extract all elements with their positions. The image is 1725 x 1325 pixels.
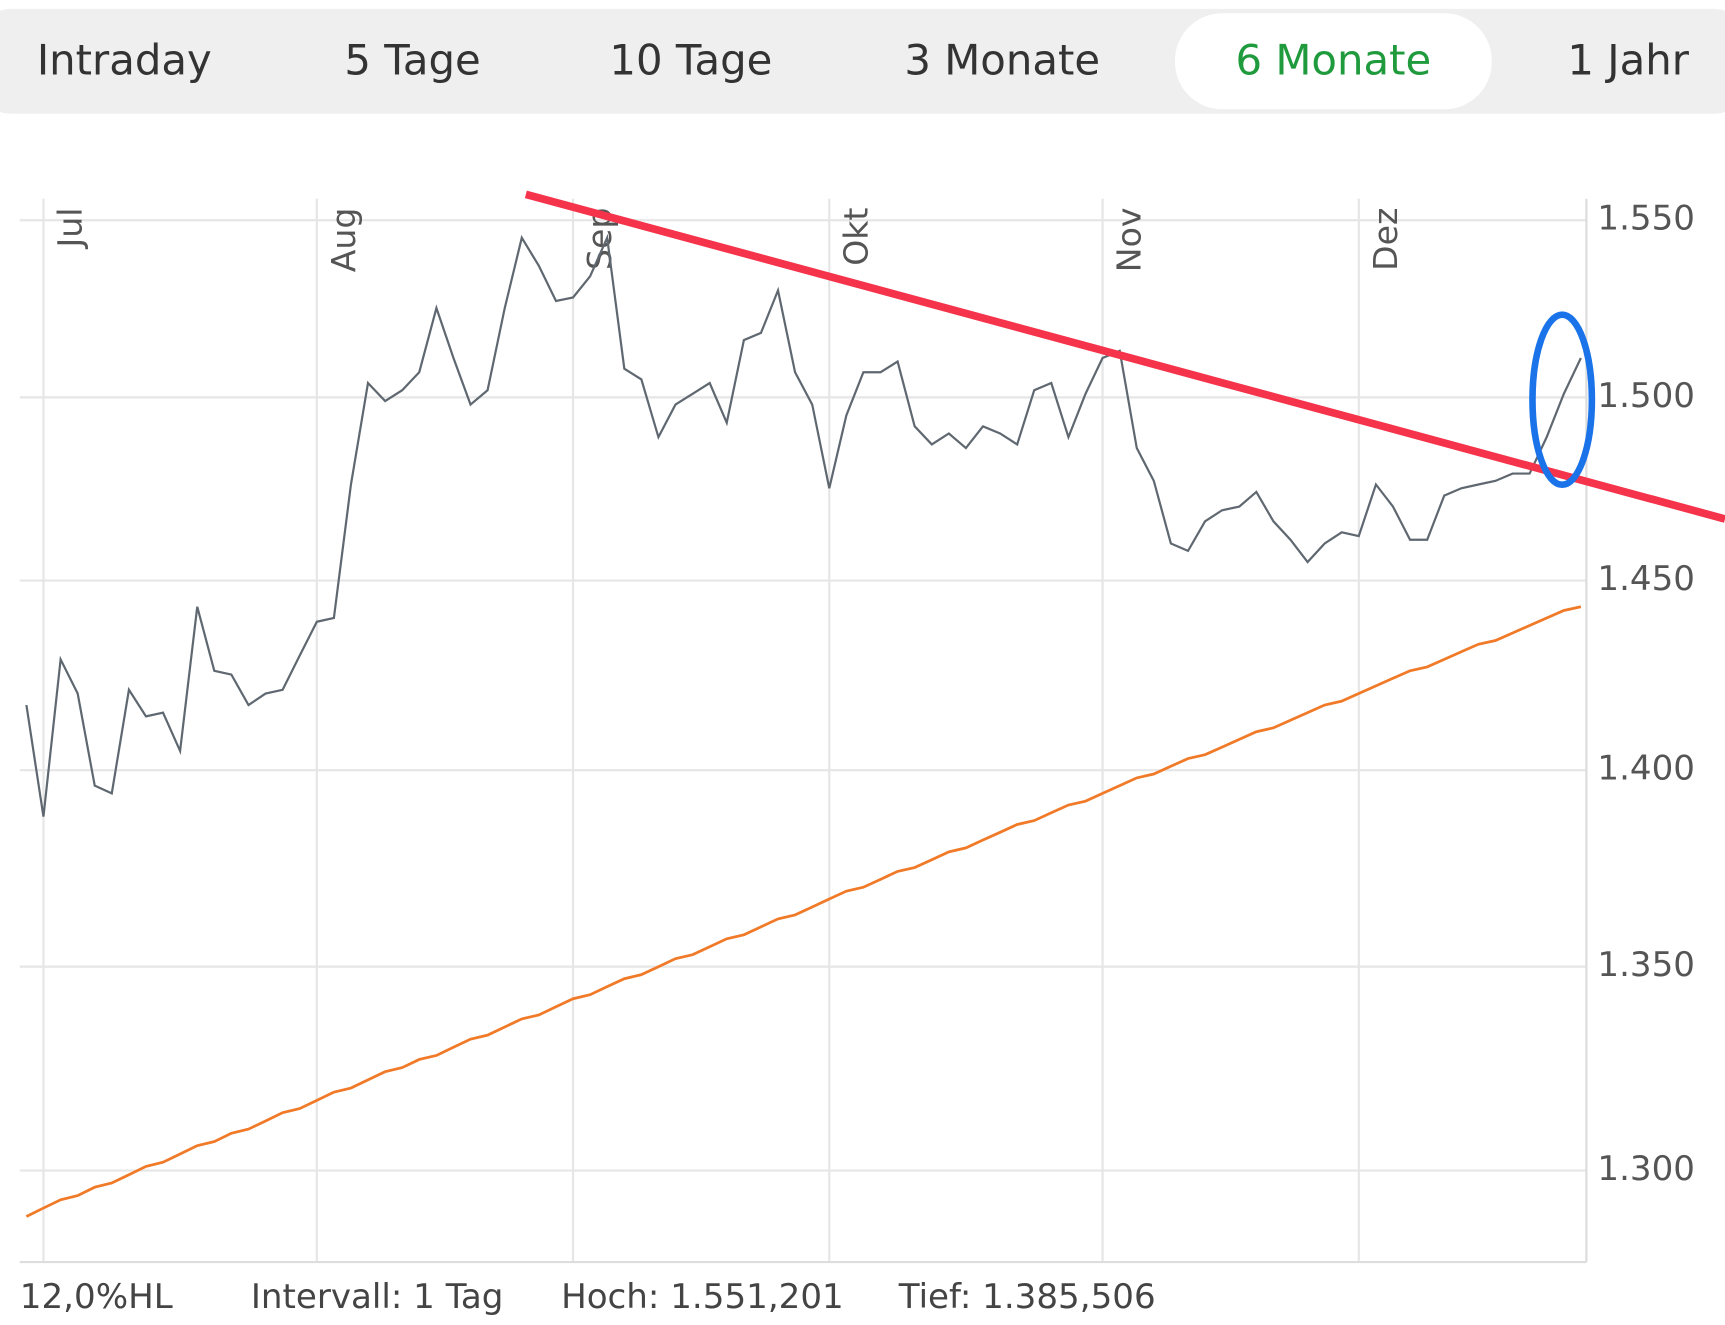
footer-info: 12,0%HL [20, 1277, 173, 1317]
footer-info: Tief: 1.385,506 [898, 1277, 1156, 1317]
y-tick-label: 1.350 [1597, 945, 1695, 985]
series-line [25, 233, 1582, 817]
y-tick-label: 1.450 [1597, 559, 1695, 599]
x-tick-label: Nov [1110, 208, 1149, 273]
x-tick-label: Dez [1366, 208, 1405, 271]
x-tick-label: Okt [836, 208, 875, 266]
footer-info: Intervall: 1 Tag [251, 1277, 504, 1317]
footer-info: Hoch: 1.551,201 [561, 1277, 844, 1317]
y-tick-label: 1.500 [1597, 376, 1695, 416]
tab[interactable]: 3 Monate [904, 35, 1100, 84]
trend-line [524, 190, 1725, 523]
y-tick-label: 1.400 [1597, 749, 1695, 789]
y-tick-label: 1.550 [1597, 199, 1695, 239]
x-tick-label: Jul [51, 208, 90, 250]
tab[interactable]: 6 Monate [1235, 35, 1431, 84]
x-tick-label: Aug [324, 208, 363, 273]
series-line [25, 605, 1582, 1218]
tab[interactable]: 10 Tage [609, 35, 772, 84]
y-tick-label: 1.300 [1597, 1149, 1695, 1189]
tab[interactable]: 1 Jahr [1567, 35, 1689, 84]
active-tab [1174, 13, 1492, 110]
highlight-ellipse [1529, 311, 1596, 489]
tab[interactable]: Intraday [37, 35, 212, 84]
tab[interactable]: 5 Tage [344, 35, 480, 84]
tabs: Intraday 5 Tage 10 Tage 3 Monate 6 Monate 1 J… [37, 13, 1690, 110]
